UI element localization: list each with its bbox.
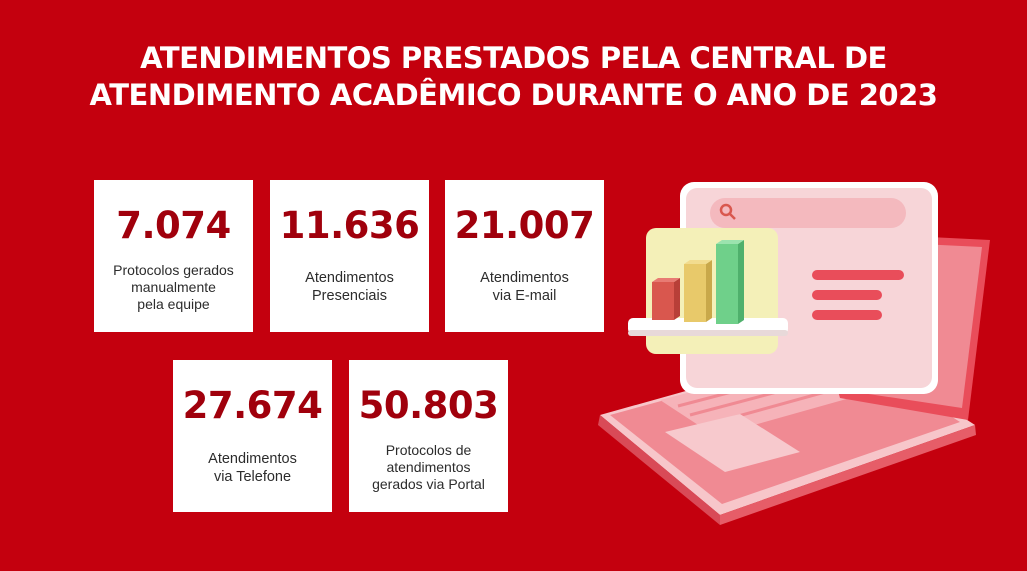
page-title-line-1: ATENDIMENTOS PRESTADOS PELA CENTRAL DE bbox=[140, 41, 887, 75]
stat-label-line: Protocolos de bbox=[385, 442, 472, 458]
laptop-icon bbox=[598, 182, 990, 525]
stat-card-in-person: 11.636 Atendimentos Presenciais bbox=[270, 180, 429, 332]
stat-label-line: Atendimentos bbox=[480, 270, 569, 286]
stat-label-line: Atendimentos bbox=[305, 270, 394, 286]
stat-label-line: Protocolos gerados bbox=[113, 262, 234, 278]
stat-value: 50.803 bbox=[358, 384, 499, 427]
page-title-line-2: ATENDIMENTO ACADÊMICO DURANTE O ANO DE 2… bbox=[89, 78, 938, 112]
page-title: ATENDIMENTOS PRESTADOS PELA CENTRAL DE A… bbox=[0, 40, 1027, 114]
stat-card-portal-protocols: 50.803 Protocolos de atendimentos gerado… bbox=[349, 360, 508, 512]
stat-label-line: gerados via Portal bbox=[372, 476, 485, 492]
stat-label: Atendimentos Presenciais bbox=[274, 269, 425, 305]
search-bar bbox=[710, 198, 906, 228]
search-icon bbox=[719, 203, 736, 220]
stat-label: Atendimentos via Telefone bbox=[177, 450, 328, 486]
stat-value: 7.074 bbox=[116, 204, 231, 247]
stat-label-line: pela equipe bbox=[137, 296, 210, 312]
bar-chart-icon bbox=[628, 228, 788, 354]
stat-label: Atendimentos via E-mail bbox=[449, 269, 600, 305]
stat-label-line: atendimentos bbox=[386, 459, 471, 475]
stat-value: 27.674 bbox=[182, 384, 323, 427]
stat-label: Protocolos gerados manualmente pela equi… bbox=[98, 262, 249, 313]
stat-card-email: 21.007 Atendimentos via E-mail bbox=[445, 180, 604, 332]
stat-card-manual-protocols: 7.074 Protocolos gerados manualmente pel… bbox=[94, 180, 253, 332]
stat-label-line: Atendimentos bbox=[208, 451, 297, 467]
stat-value: 21.007 bbox=[454, 204, 595, 247]
stat-label: Protocolos de atendimentos gerados via P… bbox=[353, 442, 504, 493]
stat-label-line: via E-mail bbox=[492, 288, 557, 304]
stat-value: 11.636 bbox=[279, 204, 420, 247]
stat-label-line: manualmente bbox=[131, 279, 216, 295]
stat-label-line: Presenciais bbox=[312, 288, 387, 304]
stat-label-line: via Telefone bbox=[213, 469, 292, 485]
stat-card-phone: 27.674 Atendimentos via Telefone bbox=[173, 360, 332, 512]
